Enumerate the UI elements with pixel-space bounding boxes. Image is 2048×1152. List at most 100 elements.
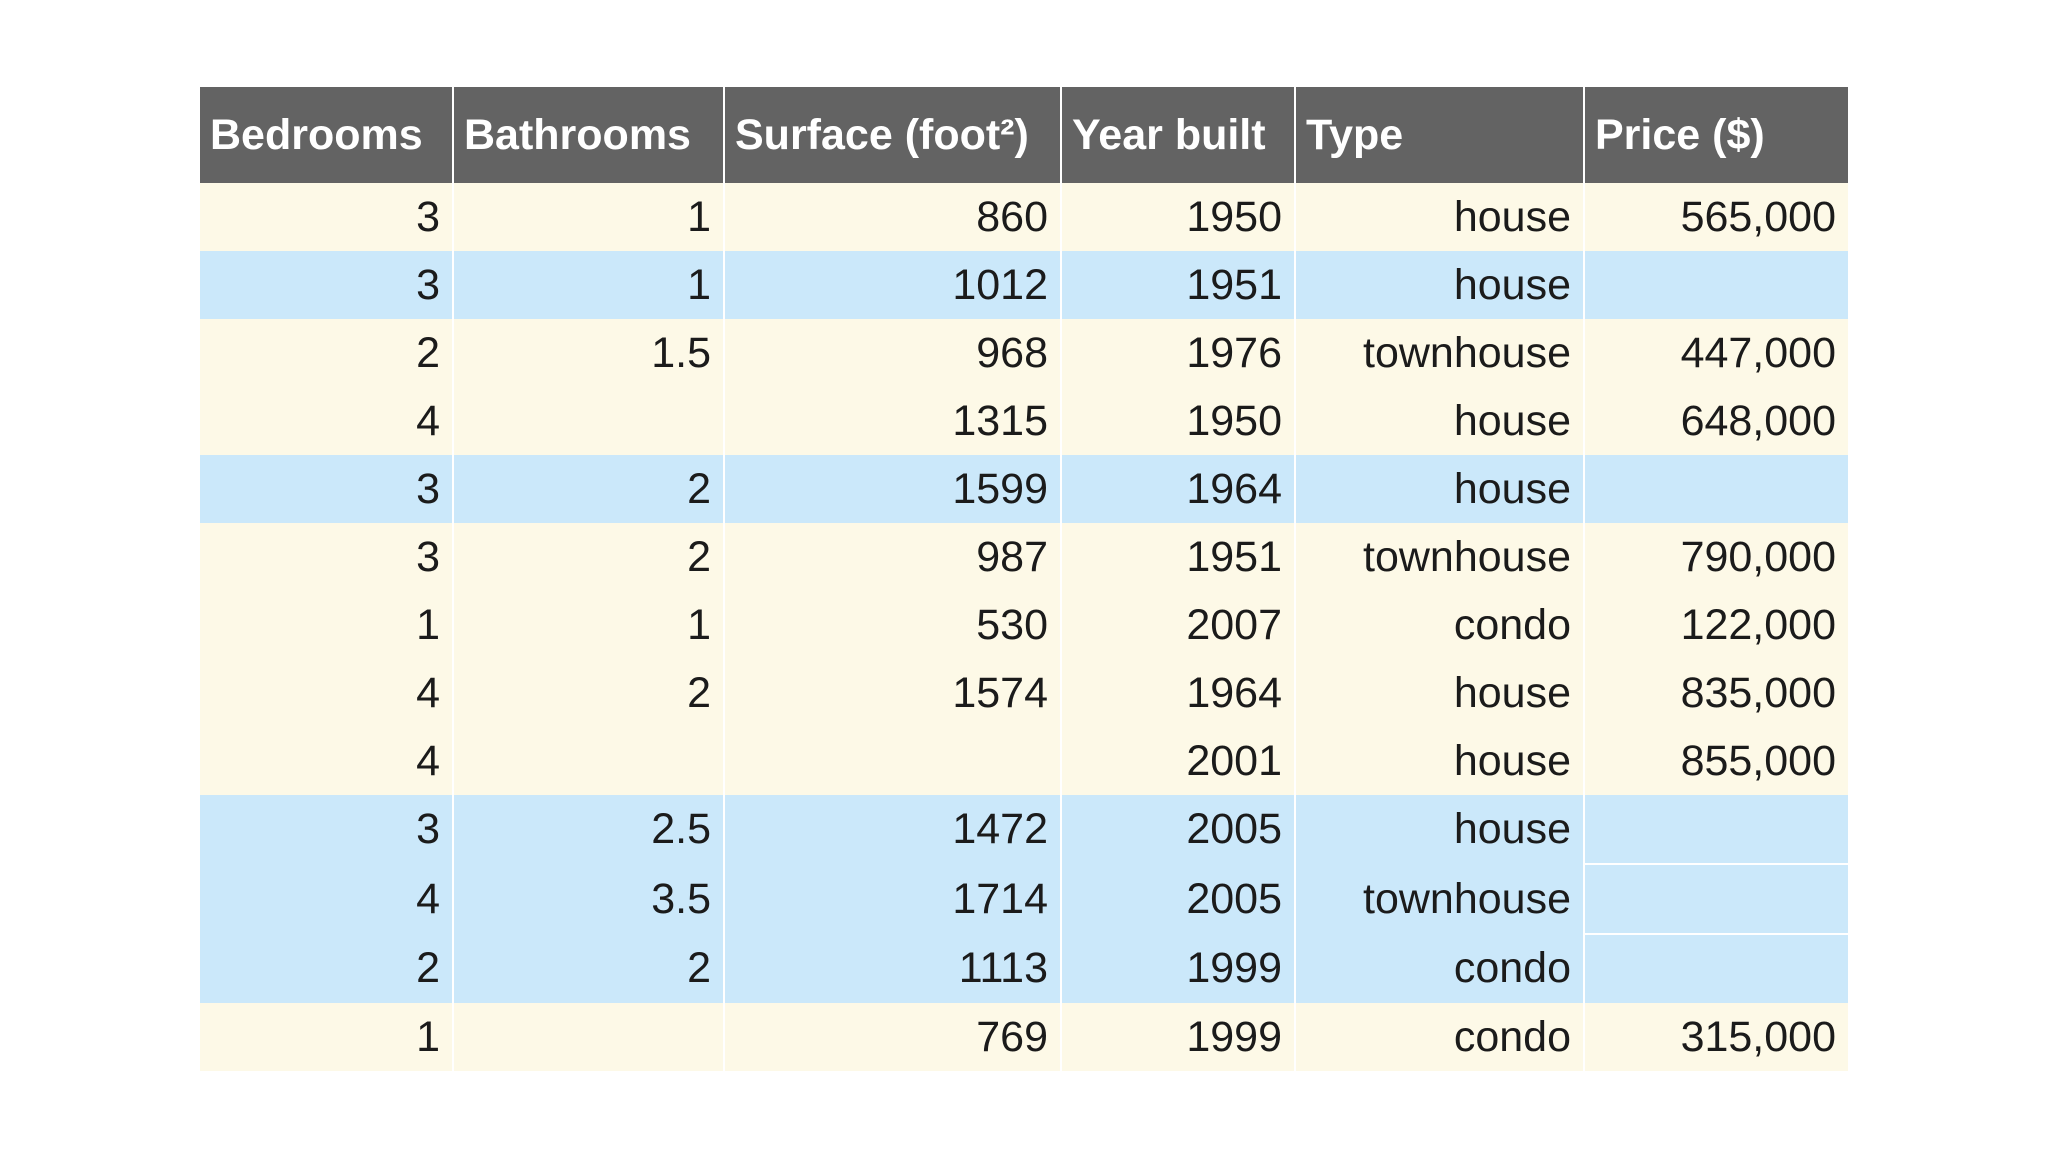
cell-price: 122,000	[1583, 591, 1848, 659]
cell-bathrooms: 2	[452, 934, 724, 1003]
cell-bathrooms: 2.5	[452, 795, 724, 864]
cell-type: house	[1294, 183, 1584, 251]
cell-bathrooms	[452, 387, 724, 455]
table-body: 3 1 860 1950 house 565,000 3 1 1012 1951…	[200, 183, 1848, 1071]
cell-price	[1583, 795, 1848, 864]
housing-data-table: Bedrooms Bathrooms Surface (foot²) Year …	[200, 87, 1848, 1071]
cell-bedrooms: 3	[200, 183, 453, 251]
cell-bathrooms: 2	[452, 455, 724, 523]
cell-type: house	[1294, 727, 1584, 795]
cell-bedrooms: 3	[200, 523, 453, 591]
cell-bedrooms: 3	[200, 251, 453, 319]
cell-bathrooms: 2	[452, 659, 724, 727]
column-header-type: Type	[1294, 87, 1584, 183]
cell-type: house	[1294, 455, 1584, 523]
housing-table-container: Bedrooms Bathrooms Surface (foot²) Year …	[200, 87, 1848, 1071]
column-header-surface: Surface (foot²)	[723, 87, 1061, 183]
cell-surface: 987	[723, 523, 1061, 591]
cell-bedrooms: 1	[200, 591, 453, 659]
column-header-bathrooms: Bathrooms	[452, 87, 724, 183]
cell-type: condo	[1294, 1003, 1584, 1071]
cell-price: 648,000	[1583, 387, 1848, 455]
cell-surface	[723, 727, 1061, 795]
table-row: 3 1 1012 1951 house	[200, 251, 1848, 319]
cell-price	[1583, 251, 1848, 319]
column-header-price: Price ($)	[1583, 87, 1848, 183]
cell-year-built: 1950	[1060, 387, 1295, 455]
cell-year-built: 1950	[1060, 183, 1295, 251]
cell-bathrooms: 1	[452, 251, 724, 319]
cell-type: townhouse	[1294, 864, 1584, 934]
cell-type: condo	[1294, 934, 1584, 1003]
cell-year-built: 1976	[1060, 319, 1295, 387]
cell-year-built: 2005	[1060, 795, 1295, 864]
cell-price: 855,000	[1583, 727, 1848, 795]
table-header-row: Bedrooms Bathrooms Surface (foot²) Year …	[200, 87, 1848, 183]
cell-surface: 1315	[723, 387, 1061, 455]
cell-year-built: 1951	[1060, 523, 1295, 591]
cell-year-built: 2005	[1060, 864, 1295, 934]
cell-price: 790,000	[1583, 523, 1848, 591]
cell-bedrooms: 4	[200, 864, 453, 934]
cell-price	[1583, 455, 1848, 523]
cell-type: house	[1294, 795, 1584, 864]
cell-year-built: 1964	[1060, 659, 1295, 727]
cell-year-built: 2007	[1060, 591, 1295, 659]
table-row: 3 2 1599 1964 house	[200, 455, 1848, 523]
column-header-year-built: Year built	[1060, 87, 1295, 183]
table-row: 4 2 1574 1964 house 835,000	[200, 659, 1848, 727]
cell-bedrooms: 2	[200, 934, 453, 1003]
cell-type: house	[1294, 251, 1584, 319]
table-row: 3 2.5 1472 2005 house	[200, 795, 1848, 864]
cell-bedrooms: 2	[200, 319, 453, 387]
cell-type: townhouse	[1294, 523, 1584, 591]
table-row: 2 2 1113 1999 condo	[200, 933, 1848, 1003]
cell-surface: 1472	[723, 795, 1061, 864]
cell-price: 565,000	[1583, 183, 1848, 251]
cell-surface: 860	[723, 183, 1061, 251]
cell-bedrooms: 1	[200, 1003, 453, 1071]
cell-year-built: 1964	[1060, 455, 1295, 523]
cell-bedrooms: 4	[200, 387, 453, 455]
table-row: 3 1 860 1950 house 565,000	[200, 183, 1848, 251]
cell-surface: 968	[723, 319, 1061, 387]
cell-type: house	[1294, 387, 1584, 455]
cell-type: house	[1294, 659, 1584, 727]
cell-type: condo	[1294, 591, 1584, 659]
cell-year-built: 1951	[1060, 251, 1295, 319]
cell-price: 447,000	[1583, 319, 1848, 387]
cell-bathrooms: 1	[452, 183, 724, 251]
cell-year-built: 1999	[1060, 1003, 1295, 1071]
cell-surface: 769	[723, 1003, 1061, 1071]
cell-bathrooms: 3.5	[452, 864, 724, 934]
cell-bathrooms	[452, 1003, 724, 1071]
cell-bedrooms: 4	[200, 727, 453, 795]
cell-bedrooms: 3	[200, 795, 453, 864]
cell-type: townhouse	[1294, 319, 1584, 387]
cell-surface: 530	[723, 591, 1061, 659]
cell-surface: 1574	[723, 659, 1061, 727]
cell-surface: 1599	[723, 455, 1061, 523]
cell-price: 835,000	[1583, 659, 1848, 727]
cell-price: 315,000	[1583, 1003, 1848, 1071]
table-row: 1 1 530 2007 condo 122,000	[200, 591, 1848, 659]
cell-price	[1583, 863, 1848, 934]
cell-surface: 1012	[723, 251, 1061, 319]
cell-surface: 1113	[723, 934, 1061, 1003]
cell-bathrooms	[452, 727, 724, 795]
table-row: 4 3.5 1714 2005 townhouse	[200, 863, 1848, 934]
cell-year-built: 2001	[1060, 727, 1295, 795]
cell-bathrooms: 1.5	[452, 319, 724, 387]
table-row: 4 1315 1950 house 648,000	[200, 387, 1848, 455]
cell-bedrooms: 3	[200, 455, 453, 523]
cell-bedrooms: 4	[200, 659, 453, 727]
column-header-bedrooms: Bedrooms	[200, 87, 453, 183]
table-row: 1 769 1999 condo 315,000	[200, 1003, 1848, 1071]
table-row: 4 2001 house 855,000	[200, 727, 1848, 795]
cell-bathrooms: 1	[452, 591, 724, 659]
cell-year-built: 1999	[1060, 934, 1295, 1003]
cell-price	[1583, 933, 1848, 1003]
table-row: 3 2 987 1951 townhouse 790,000	[200, 523, 1848, 591]
table-row: 2 1.5 968 1976 townhouse 447,000	[200, 319, 1848, 387]
